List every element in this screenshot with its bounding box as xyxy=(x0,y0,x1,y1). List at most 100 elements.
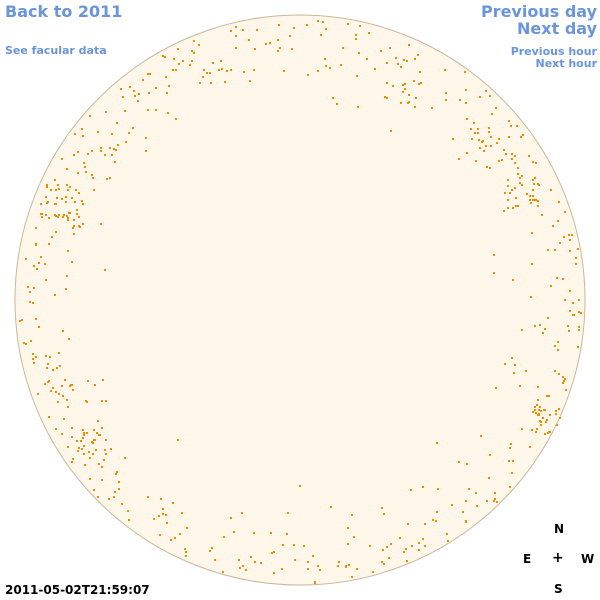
facula-speck xyxy=(407,523,409,525)
facula-speck xyxy=(404,83,406,85)
facula-speck xyxy=(55,391,57,393)
facula-speck xyxy=(101,479,103,481)
facula-speck xyxy=(319,569,321,571)
facula-speck xyxy=(186,527,188,529)
facula-speck xyxy=(294,559,296,561)
facula-speck xyxy=(65,196,67,198)
facula-speck xyxy=(504,363,506,365)
facula-speck xyxy=(46,186,48,188)
facula-speck xyxy=(418,542,420,544)
facula-speck xyxy=(65,288,67,290)
facula-speck xyxy=(490,136,492,138)
facula-speck xyxy=(390,543,392,545)
facula-speck xyxy=(27,286,29,288)
facula-speck xyxy=(21,319,23,321)
facula-speck xyxy=(50,189,52,191)
facula-speck xyxy=(110,448,112,450)
facula-speck xyxy=(91,174,93,176)
facula-speck xyxy=(93,189,95,191)
facula-speck xyxy=(83,434,85,436)
facula-speck xyxy=(54,214,56,216)
next-day-link[interactable]: Next day xyxy=(517,19,597,38)
facula-speck xyxy=(270,532,272,534)
facula-speck xyxy=(101,427,103,429)
facula-speck xyxy=(347,23,349,25)
facula-speck xyxy=(577,248,579,250)
facula-speck xyxy=(564,378,566,380)
facula-speck xyxy=(68,338,70,340)
facula-speck xyxy=(179,533,181,535)
facula-speck xyxy=(424,545,426,547)
facula-speck xyxy=(489,167,491,169)
facula-speck xyxy=(104,269,106,271)
facula-speck xyxy=(96,432,98,434)
facula-speck xyxy=(242,565,244,567)
facula-speck xyxy=(554,249,556,251)
facula-speck xyxy=(536,428,538,430)
facula-speck xyxy=(531,263,533,265)
facula-speck xyxy=(555,413,557,415)
facula-speck xyxy=(142,79,144,81)
facula-speck xyxy=(223,536,225,538)
facula-speck xyxy=(534,409,536,411)
facula-speck xyxy=(565,389,567,391)
facula-speck xyxy=(498,138,500,140)
facula-speck xyxy=(509,486,511,488)
facula-speck xyxy=(85,171,87,173)
facula-speck xyxy=(320,34,322,36)
facula-speck xyxy=(511,153,513,155)
facula-speck xyxy=(93,429,95,431)
facula-speck xyxy=(64,379,66,381)
facula-speck xyxy=(395,57,397,59)
facula-speck xyxy=(466,463,468,465)
facula-speck xyxy=(67,406,69,408)
facula-speck xyxy=(330,506,332,508)
facula-speck xyxy=(224,81,226,83)
previous-day-link[interactable]: Previous day xyxy=(480,2,597,21)
see-facular-data-link[interactable]: See facular data xyxy=(5,44,107,57)
facula-speck xyxy=(464,71,466,73)
facula-speck xyxy=(529,199,531,201)
facula-speck xyxy=(91,150,93,152)
facula-speck xyxy=(55,231,57,233)
facula-speck xyxy=(71,427,73,429)
facula-speck xyxy=(55,428,57,430)
facula-speck xyxy=(109,177,111,179)
facula-speck xyxy=(94,384,96,386)
facula-speck xyxy=(569,250,571,252)
facula-speck xyxy=(437,488,439,490)
facula-speck xyxy=(242,29,244,31)
facula-speck xyxy=(522,134,524,136)
facula-speck xyxy=(158,515,160,517)
facula-speck xyxy=(189,64,191,66)
facula-speck xyxy=(235,47,237,49)
facula-speck xyxy=(351,514,353,516)
facula-speck xyxy=(575,257,577,259)
facula-speck xyxy=(71,436,73,438)
facula-speck xyxy=(535,162,537,164)
facula-speck xyxy=(544,328,546,330)
facula-speck xyxy=(501,159,503,161)
facula-speck xyxy=(58,214,60,216)
facula-speck xyxy=(269,42,271,44)
previous-hour-link[interactable]: Previous hour xyxy=(510,45,597,58)
back-to-year-link[interactable]: Back to 2011 xyxy=(5,2,123,21)
facula-speck xyxy=(564,299,566,301)
facula-speck xyxy=(366,58,368,60)
facula-speck xyxy=(515,205,517,207)
facula-speck xyxy=(45,196,47,198)
facula-speck xyxy=(83,445,85,447)
facula-speck xyxy=(56,197,58,199)
facula-speck xyxy=(98,434,100,436)
facula-speck xyxy=(580,312,582,314)
facula-speck xyxy=(537,200,539,202)
facula-speck xyxy=(493,254,495,256)
facula-speck xyxy=(530,202,532,204)
facula-speck xyxy=(562,278,564,280)
facula-speck xyxy=(81,448,83,450)
facula-speck xyxy=(446,533,448,535)
facula-speck xyxy=(369,545,371,547)
facula-speck xyxy=(122,96,124,98)
facula-speck xyxy=(494,498,496,500)
next-hour-link[interactable]: Next hour xyxy=(535,57,598,70)
